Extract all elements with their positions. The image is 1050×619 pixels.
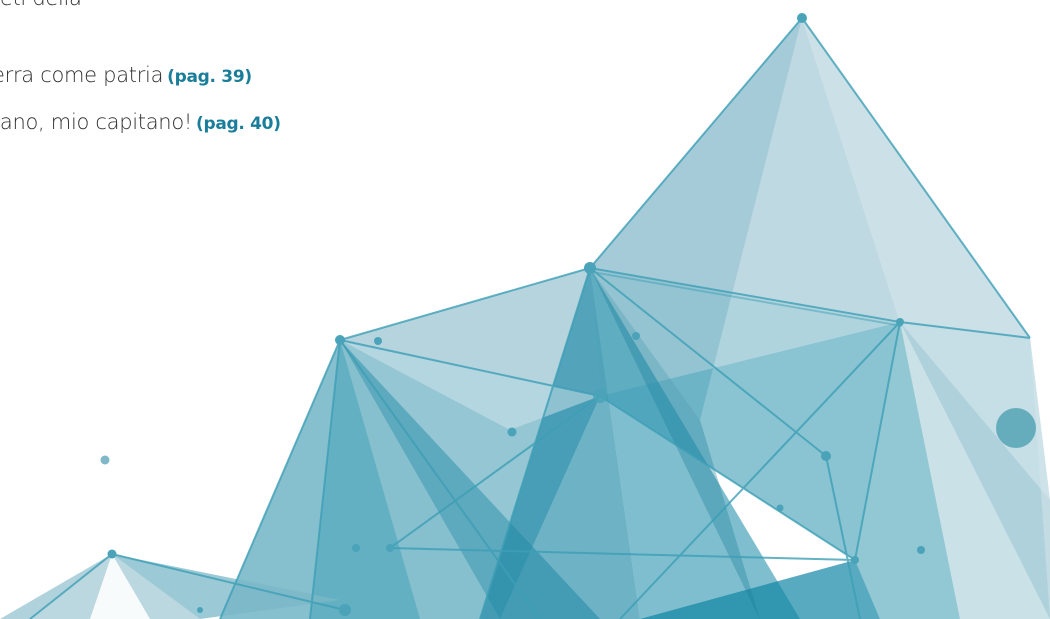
table-of-contents: reti della erra come patria(pag. 39) tan… <box>0 0 460 160</box>
toc-item-page-ref[interactable]: (pag. 40) <box>195 114 281 134</box>
toc-item[interactable]: reti della <box>0 0 86 10</box>
toc-item[interactable]: tano, mio capitano! (pag. 40) <box>0 110 281 134</box>
network-lines <box>29 17 1031 619</box>
toc-item-title: reti della <box>0 0 82 10</box>
toc-item-title: tano, mio capitano! <box>0 110 192 134</box>
network-nodes <box>100 13 1036 616</box>
toc-item-title: erra come patria <box>0 63 164 87</box>
toc-item[interactable]: erra come patria (pag. 39) <box>0 63 252 87</box>
toc-item-page-ref[interactable]: (pag. 39) <box>167 67 252 87</box>
background-polygons <box>0 18 1050 619</box>
